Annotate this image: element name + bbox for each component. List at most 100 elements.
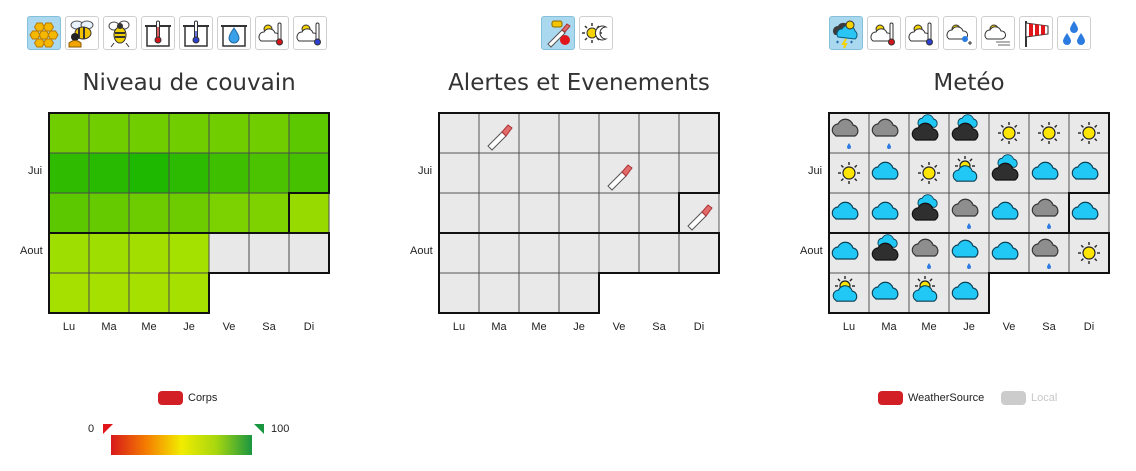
calendar-cell[interactable] bbox=[438, 112, 480, 154]
calendar-cell[interactable] bbox=[438, 192, 480, 234]
legend-label: Corps bbox=[188, 392, 218, 404]
heatmap-cell[interactable] bbox=[128, 232, 170, 274]
calendar-cell[interactable] bbox=[678, 232, 720, 274]
calendar-cell[interactable] bbox=[558, 232, 600, 274]
weather-temperature-cold-button[interactable] bbox=[293, 16, 327, 50]
weather-rain-snow-button[interactable] bbox=[943, 16, 977, 50]
calendar-cell[interactable] bbox=[478, 192, 520, 234]
hive-tool-icon[interactable] bbox=[687, 204, 713, 231]
weather-temperature-cold-button[interactable] bbox=[905, 16, 939, 50]
calendar-cell[interactable] bbox=[518, 232, 560, 274]
calendar-cell[interactable] bbox=[438, 272, 480, 314]
heatmap-cell[interactable] bbox=[288, 112, 330, 154]
calendar-cell[interactable] bbox=[598, 112, 640, 154]
heatmap-cell[interactable] bbox=[168, 192, 210, 234]
bee-button[interactable] bbox=[103, 16, 137, 50]
heatmap-cell[interactable] bbox=[208, 232, 250, 274]
hive-tool-alert-button[interactable] bbox=[541, 16, 575, 50]
weather-legend-weathersource[interactable]: WeatherSource bbox=[878, 391, 984, 405]
heatmap-cell[interactable] bbox=[248, 192, 290, 234]
heatmap-cell[interactable] bbox=[248, 232, 290, 274]
heatmap-cell[interactable] bbox=[168, 232, 210, 274]
heatmap-cell[interactable] bbox=[208, 112, 250, 154]
heatmap-cell[interactable] bbox=[208, 152, 250, 194]
weather-grey-cloud-rain-icon bbox=[911, 238, 939, 269]
calendar-cell[interactable] bbox=[438, 232, 480, 274]
heatmap-cell[interactable] bbox=[88, 112, 130, 154]
hive-tool-icon[interactable] bbox=[487, 124, 513, 151]
weather-grey-cloud-rain-icon bbox=[871, 118, 899, 149]
heatmap-cell[interactable] bbox=[168, 112, 210, 154]
heatmap-cell[interactable] bbox=[48, 192, 90, 234]
calendar-cell[interactable] bbox=[478, 112, 520, 154]
calendar-cell[interactable] bbox=[518, 192, 560, 234]
calendar-cell[interactable] bbox=[518, 272, 560, 314]
weather-blue-cloud-icon bbox=[991, 201, 1019, 220]
heatmap-cell[interactable] bbox=[88, 272, 130, 314]
calendar-cell[interactable] bbox=[518, 152, 560, 194]
heatmap-cell[interactable] bbox=[88, 232, 130, 274]
calendar-cell[interactable] bbox=[438, 152, 480, 194]
raindrops-button[interactable] bbox=[1057, 16, 1091, 50]
weather-fog-button[interactable] bbox=[981, 16, 1015, 50]
heatmap-cell[interactable] bbox=[128, 272, 170, 314]
calendar-cell[interactable] bbox=[598, 232, 640, 274]
weather-legend-local[interactable]: Local bbox=[1001, 391, 1057, 405]
hive-tool-icon[interactable] bbox=[607, 164, 633, 191]
heatmap-cell[interactable] bbox=[168, 272, 210, 314]
weather-blue-cloud-icon bbox=[871, 201, 899, 220]
calendar-cell[interactable] bbox=[478, 232, 520, 274]
calendar-cell[interactable] bbox=[638, 232, 680, 274]
calendar-cell[interactable] bbox=[518, 112, 560, 154]
heatmap-cell[interactable] bbox=[288, 152, 330, 194]
calendar-cell[interactable] bbox=[558, 192, 600, 234]
weather-temperature-button[interactable] bbox=[867, 16, 901, 50]
heatmap-cell[interactable] bbox=[128, 152, 170, 194]
weather-temperature-button[interactable] bbox=[255, 16, 289, 50]
scale-min-label: 0 bbox=[88, 423, 95, 435]
scale-max-label: 100 bbox=[271, 423, 290, 435]
hive-temperature-button[interactable] bbox=[141, 16, 175, 50]
heatmap-cell[interactable] bbox=[248, 152, 290, 194]
heatmap-cell[interactable] bbox=[168, 152, 210, 194]
calendar-cell[interactable] bbox=[638, 152, 680, 194]
sun-moon-button[interactable] bbox=[579, 16, 613, 50]
calendar-cell[interactable] bbox=[478, 152, 520, 194]
legend-swatch bbox=[158, 391, 183, 405]
heatmap-cell[interactable] bbox=[288, 232, 330, 274]
calendar-cell[interactable] bbox=[558, 272, 600, 314]
calendar-cell[interactable] bbox=[558, 112, 600, 154]
calendar-cell[interactable] bbox=[558, 152, 600, 194]
bee-honey-button[interactable] bbox=[65, 16, 99, 50]
raindrops-icon bbox=[1063, 21, 1085, 45]
sun-moon-icon bbox=[582, 23, 608, 43]
brood-legend-corps[interactable]: Corps bbox=[158, 391, 217, 405]
heatmap-cell[interactable] bbox=[288, 192, 330, 234]
heatmap-cell[interactable] bbox=[128, 192, 170, 234]
calendar-cell[interactable] bbox=[478, 272, 520, 314]
calendar-cell[interactable] bbox=[598, 192, 640, 234]
heatmap-cell[interactable] bbox=[88, 152, 130, 194]
heatmap-cell[interactable] bbox=[48, 232, 90, 274]
calendar-cell[interactable] bbox=[678, 152, 720, 194]
hive-temperature-inside-button[interactable] bbox=[179, 16, 213, 50]
weather-blue-cloud-icon bbox=[1071, 161, 1099, 180]
heatmap-cell[interactable] bbox=[208, 192, 250, 234]
calendar-cell[interactable] bbox=[678, 192, 720, 234]
calendar-cell[interactable] bbox=[638, 112, 680, 154]
weather-storm-button[interactable] bbox=[829, 16, 863, 50]
calendar-cell[interactable] bbox=[678, 112, 720, 154]
weather-blue-cloud-icon bbox=[951, 281, 979, 300]
heatmap-cell[interactable] bbox=[48, 272, 90, 314]
heatmap-cell[interactable] bbox=[48, 112, 90, 154]
honeycomb-button[interactable] bbox=[27, 16, 61, 50]
heatmap-cell[interactable] bbox=[48, 152, 90, 194]
heatmap-cell[interactable] bbox=[128, 112, 170, 154]
heatmap-cell[interactable] bbox=[248, 112, 290, 154]
hive-humidity-button[interactable] bbox=[217, 16, 251, 50]
calendar-cell[interactable] bbox=[638, 192, 680, 234]
windsock-button[interactable] bbox=[1019, 16, 1053, 50]
brood-row-label-jui: Jui bbox=[28, 165, 43, 177]
heatmap-cell[interactable] bbox=[88, 192, 130, 234]
calendar-cell[interactable] bbox=[598, 152, 640, 194]
